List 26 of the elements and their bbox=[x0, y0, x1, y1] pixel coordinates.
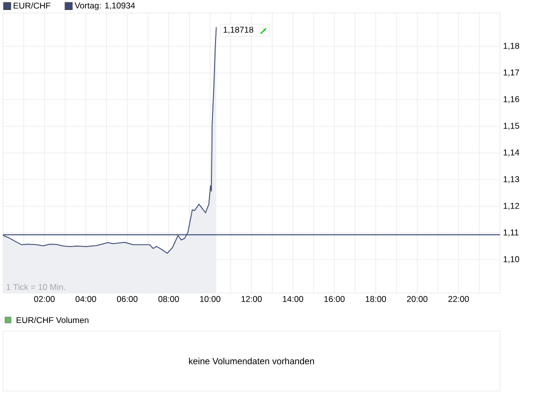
x-tick-label: 22:00 bbox=[448, 296, 469, 302]
y-tick-label: 1,18 bbox=[504, 42, 520, 50]
y-tick-label: 1,16 bbox=[504, 96, 520, 104]
y-tick-label: 1,12 bbox=[504, 202, 520, 210]
annotation: 1,18718 bbox=[224, 26, 254, 34]
y-tick-label: 1,14 bbox=[504, 150, 520, 156]
x-tick-label: 08:00 bbox=[158, 296, 179, 302]
y-tick-label: 1,11 bbox=[504, 230, 518, 236]
text: keine Volumendaten vorhanden bbox=[189, 358, 314, 364]
annotation: 1 Tick = 10 Min. bbox=[6, 284, 65, 290]
y-tick-label: 1,13 bbox=[504, 176, 520, 184]
y-tick-label: 1,10 bbox=[504, 256, 520, 264]
x-tick-label: 16:00 bbox=[324, 296, 345, 302]
x-tick-label: 04:00 bbox=[76, 296, 96, 302]
y-tick-label: 1,17 bbox=[504, 70, 520, 76]
x-tick-label: 20:00 bbox=[407, 296, 428, 302]
x-tick-label: 10:00 bbox=[200, 296, 220, 302]
y-tick-label: 1,15 bbox=[504, 122, 520, 130]
text: EUR/CHF Volumen bbox=[16, 316, 88, 324]
x-tick-label: 18:00 bbox=[366, 296, 386, 302]
legend-label: EUR/CHF bbox=[14, 2, 50, 9]
legend-label: Vortag: 1,10934 bbox=[74, 2, 135, 10]
x-tick-label: 06:00 bbox=[116, 296, 138, 302]
x-tick-label: 14:00 bbox=[282, 296, 304, 302]
x-tick-label: 02:00 bbox=[34, 296, 55, 302]
x-tick-label: 12:00 bbox=[242, 296, 262, 302]
